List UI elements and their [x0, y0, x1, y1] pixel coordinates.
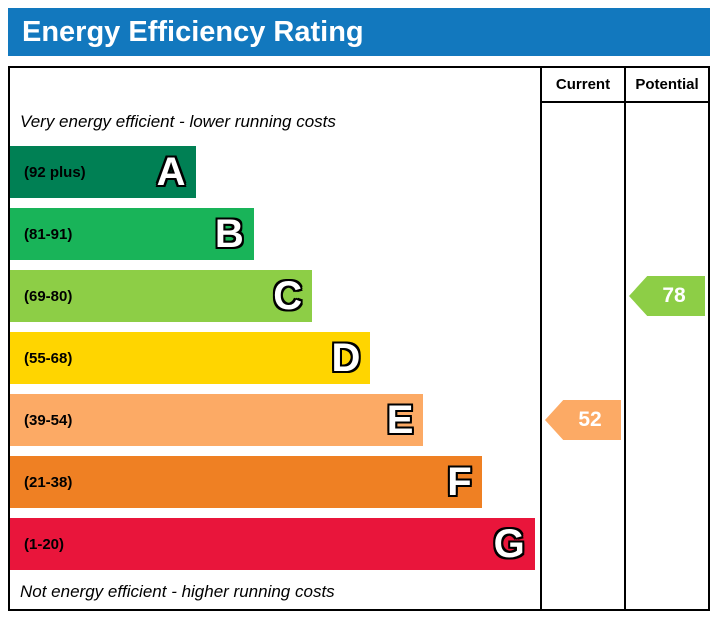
potential-column-cell: 78: [624, 265, 708, 327]
chart-header-row: Current Potential: [10, 68, 708, 103]
top-note-row: Very energy efficient - lower running co…: [10, 103, 708, 141]
title-bar: Energy Efficiency Rating: [8, 8, 710, 56]
band-cell-b: (81-91) B: [10, 203, 540, 265]
current-column-cell: [540, 451, 624, 513]
band-cell-f: (21-38) F: [10, 451, 540, 513]
band-bar-g: (1-20) G: [10, 518, 535, 570]
band-letter: B: [214, 212, 244, 256]
current-rating-arrow: 52: [545, 400, 621, 440]
potential-column-cell: [624, 327, 708, 389]
band-range-label: (81-91): [24, 225, 73, 243]
bottom-note-text: Not energy efficient - higher running co…: [20, 582, 335, 601]
current-column-cell: [540, 141, 624, 203]
potential-column-cell: [624, 575, 708, 609]
top-note-text: Very energy efficient - lower running co…: [20, 112, 336, 131]
band-cell-a: (92 plus) A: [10, 141, 540, 203]
band-range-label: (55-68): [24, 349, 73, 367]
current-column-label: Current: [555, 76, 611, 93]
potential-column-cell: [624, 451, 708, 513]
current-column-cell: [540, 265, 624, 327]
potential-column-cell: [624, 103, 708, 141]
band-range-label: (1-20): [24, 535, 65, 553]
potential-column-cell: [624, 389, 708, 451]
band-letter: C: [273, 274, 303, 318]
energy-efficiency-chart: Current Potential Very energy efficient …: [8, 66, 710, 611]
band-cell-g: (1-20) G: [10, 513, 540, 575]
header-spacer-cell: [10, 68, 540, 103]
current-column-cell: [540, 513, 624, 575]
band-cell-d: (55-68) D: [10, 327, 540, 389]
bottom-note-row: Not energy efficient - higher running co…: [10, 575, 708, 609]
current-column-cell: [540, 575, 624, 609]
current-column-cell: [540, 103, 624, 141]
band-bar-f: (21-38) F: [10, 456, 482, 508]
band-row-c: (69-80) C 78: [10, 265, 708, 327]
band-bar-a: (92 plus) A: [10, 146, 196, 198]
band-letter: F: [447, 460, 472, 504]
band-range-label: (69-80): [24, 287, 73, 305]
top-note-cell: Very energy efficient - lower running co…: [10, 103, 540, 141]
page-title: Energy Efficiency Rating: [22, 15, 364, 48]
band-letter: G: [493, 522, 525, 566]
band-range-label: (39-54): [24, 411, 73, 429]
band-letter: A: [156, 150, 186, 194]
band-row-g: (1-20) G: [10, 513, 708, 575]
band-range-label: (92 plus): [24, 163, 86, 181]
current-column-cell: [540, 327, 624, 389]
band-bar-e: (39-54) E: [10, 394, 424, 446]
band-letter: E: [386, 398, 414, 442]
band-bar-c: (69-80) C: [10, 270, 313, 322]
band-cell-c: (69-80) C: [10, 265, 540, 327]
current-column-header: Current: [540, 68, 624, 103]
band-row-e: (39-54) E 52: [10, 389, 708, 451]
band-cell-e: (39-54) E: [10, 389, 540, 451]
current-column-cell: 52: [540, 389, 624, 451]
band-bar-d: (55-68) D: [10, 332, 371, 384]
band-range-label: (21-38): [24, 473, 73, 491]
potential-column-cell: [624, 203, 708, 265]
band-row-f: (21-38) F: [10, 451, 708, 513]
band-row-d: (55-68) D: [10, 327, 708, 389]
potential-column-cell: [624, 513, 708, 575]
band-bar-b: (81-91) B: [10, 208, 254, 260]
band-letter: D: [331, 336, 361, 380]
band-row-b: (81-91) B: [10, 203, 708, 265]
potential-column-cell: [624, 141, 708, 203]
current-column-cell: [540, 203, 624, 265]
potential-rating-arrow: 78: [629, 276, 705, 316]
potential-column-label: Potential: [635, 76, 699, 93]
band-row-a: (92 plus) A: [10, 141, 708, 203]
potential-column-header: Potential: [624, 68, 708, 103]
bottom-note-cell: Not energy efficient - higher running co…: [10, 575, 540, 609]
